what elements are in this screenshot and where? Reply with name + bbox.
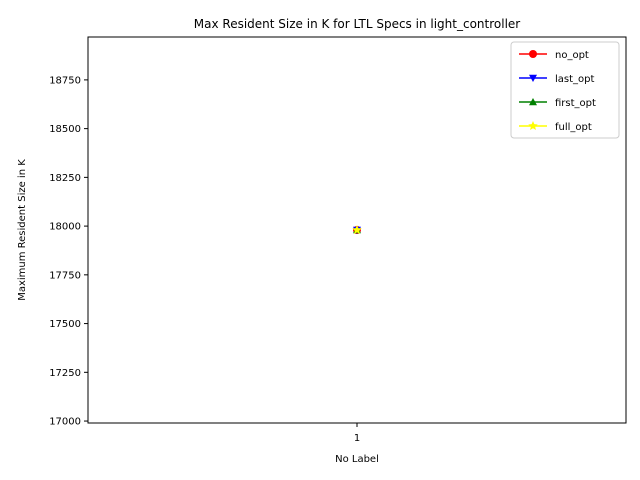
y-tick-label: 18750 [49, 75, 81, 86]
x-axis-label: No Label [335, 454, 379, 465]
y-tick-label: 18500 [49, 124, 81, 135]
y-tick-label: 17000 [49, 417, 81, 428]
y-axis: 17000 17250 17500 17750 18000 18250 18500 18750 [49, 75, 88, 428]
legend-label: no_opt [555, 50, 589, 61]
legend-marker [529, 50, 537, 58]
legend-item: first_opt [519, 98, 596, 109]
legend-label: last_opt [555, 74, 595, 85]
series-marks [352, 225, 362, 235]
legend-label: full_opt [555, 122, 592, 133]
y-tick-label: 17250 [49, 368, 81, 379]
y-tick-label: 18250 [49, 173, 81, 184]
data-point [352, 225, 362, 235]
legend-marker [529, 98, 537, 106]
legend-item: full_opt [519, 121, 592, 133]
y-tick-label: 17500 [49, 319, 81, 330]
series-full_opt [352, 225, 362, 235]
legend-item: last_opt [519, 74, 595, 85]
legend-box [510, 41, 620, 139]
x-tick-label: 1 [354, 433, 360, 444]
y-tick-label: 18000 [49, 222, 81, 233]
legend-label: first_opt [555, 98, 596, 109]
legend-marker [529, 74, 537, 82]
legend: no_opt last_opt first_opt full_opt [510, 41, 620, 139]
legend-item: no_opt [519, 50, 589, 61]
legend-marker [528, 121, 538, 131]
y-tick-label: 17750 [49, 270, 81, 281]
y-axis-label: Maximum Resident Size in K [17, 159, 28, 301]
x-axis: 1 [354, 423, 360, 444]
chart-title: Max Resident Size in K for LTL Specs in … [194, 17, 521, 31]
